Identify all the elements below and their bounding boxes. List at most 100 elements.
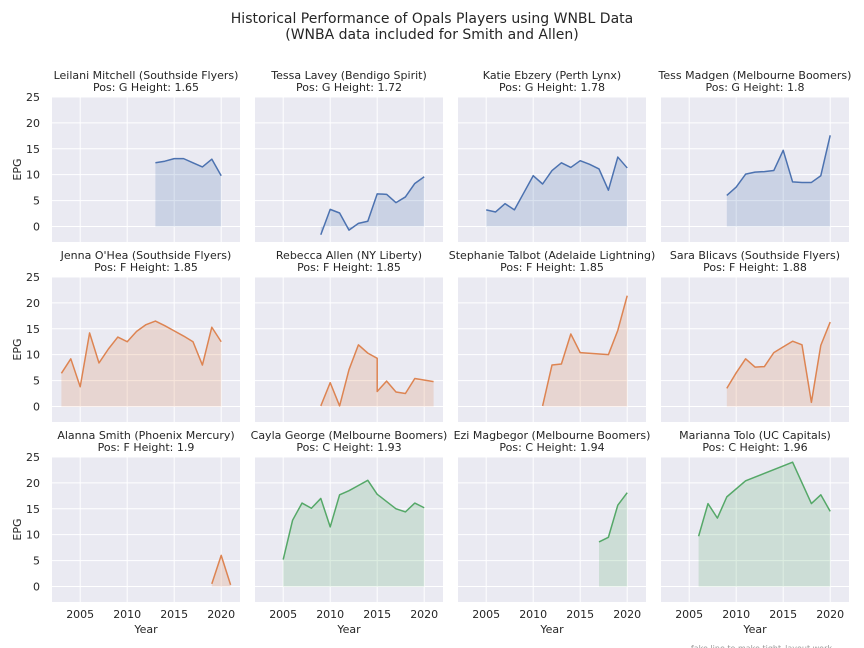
series-line [60,320,222,388]
data-point [707,503,709,505]
series-line [541,295,628,407]
data-point [154,162,156,164]
series-line [726,321,831,404]
x-tick-label: 2020 [207,608,235,621]
x-tick-label: 2010 [316,608,344,621]
panel-background [52,97,240,242]
data-point [173,330,175,332]
data-point [810,181,812,183]
panel-background [52,277,240,422]
y-tick-label: 15 [26,323,40,336]
x-tick-label: 2015 [769,608,797,621]
data-point [532,175,534,177]
data-point [357,222,359,224]
data-point [292,519,294,521]
y-axis-label: EPG [11,158,24,180]
data-point [754,366,756,368]
data-point [542,405,544,407]
series-area [155,158,222,227]
y-tick-label: 10 [26,529,40,542]
series-area [320,176,425,235]
data-point [348,229,350,231]
y-tick-label: 20 [26,117,40,130]
figure-title-line-1: Historical Performance of Opals Players … [230,11,634,27]
data-point [136,330,138,332]
data-point [773,170,775,172]
data-point [626,295,628,297]
data-point [745,480,747,482]
series-area [61,321,222,407]
data-point [329,526,331,528]
y-tick-label: 25 [26,451,40,464]
data-point [495,211,497,213]
figure-title-line-2: (WNBA data included for Smith and Allen) [285,27,579,43]
y-tick-label: 25 [26,91,40,104]
data-point [211,158,213,160]
data-point [810,401,812,403]
panel: Jenna O'Hea (Southside Flyers)Pos: F Hei… [11,249,240,422]
series-area [211,555,231,587]
panel: Tess Madgen (Melbourne Boomers)Pos: G He… [658,69,851,242]
panel-title: Ezi Magbegor (Melbourne Boomers) [454,429,651,442]
data-point [801,181,803,183]
data-point [735,186,737,188]
data-point [698,535,700,537]
panel-subtitle: Pos: G Height: 1.8 [706,81,805,94]
series-line [320,176,425,236]
data-point [820,344,822,346]
data-point [201,166,203,168]
data-point [367,220,369,222]
data-point [395,202,397,204]
data-point [414,502,416,504]
data-point [617,504,619,506]
y-axis-label: EPG [11,518,24,540]
data-point [70,358,72,360]
data-point [220,554,222,556]
data-point [376,390,378,392]
data-point [348,490,350,492]
x-axis-label: Year [539,623,564,636]
panel-subtitle: Pos: G Height: 1.72 [296,81,402,94]
data-point [551,170,553,172]
series-line [155,157,222,177]
data-point [626,492,628,494]
data-point [154,320,156,322]
data-point [763,366,765,368]
series-area [726,322,831,407]
data-point [79,386,81,388]
panel-title: Tessa Lavey (Bendigo Spirit) [270,69,427,82]
data-point [192,162,194,164]
panel-title: Cayla George (Melbourne Boomers) [251,429,448,442]
y-tick-label: 10 [26,349,40,362]
data-point [211,326,213,328]
data-point [829,321,831,323]
panel-background [661,97,849,242]
data-point [404,511,406,513]
panel-title: Stephanie Talbot (Adelaide Lightning) [449,249,655,262]
data-point [745,173,747,175]
data-point [782,149,784,151]
data-point [164,160,166,162]
data-point [348,369,350,371]
figure-title: Historical Performance of Opals Players … [0,11,864,43]
panel-subtitle: Pos: C Height: 1.94 [499,441,604,454]
panel: Marianna Tolo (UC Capitals)Pos: C Height… [661,429,849,636]
panel-title: Leilani Mitchell (Southside Flyers) [54,69,239,82]
y-tick-label: 10 [26,169,40,182]
data-point [617,329,619,331]
data-point [404,393,406,395]
data-point [607,189,609,191]
x-tick-label: 2005 [66,608,94,621]
series-line [320,344,434,407]
data-point [423,176,425,178]
data-point [792,181,794,183]
data-point [230,584,232,586]
data-point [164,325,166,327]
y-tick-label: 5 [33,555,40,568]
data-point [211,583,213,585]
data-point [820,175,822,177]
data-point [386,380,388,382]
panel: Cayla George (Melbourne Boomers)Pos: C H… [251,429,448,636]
data-point [792,340,794,342]
